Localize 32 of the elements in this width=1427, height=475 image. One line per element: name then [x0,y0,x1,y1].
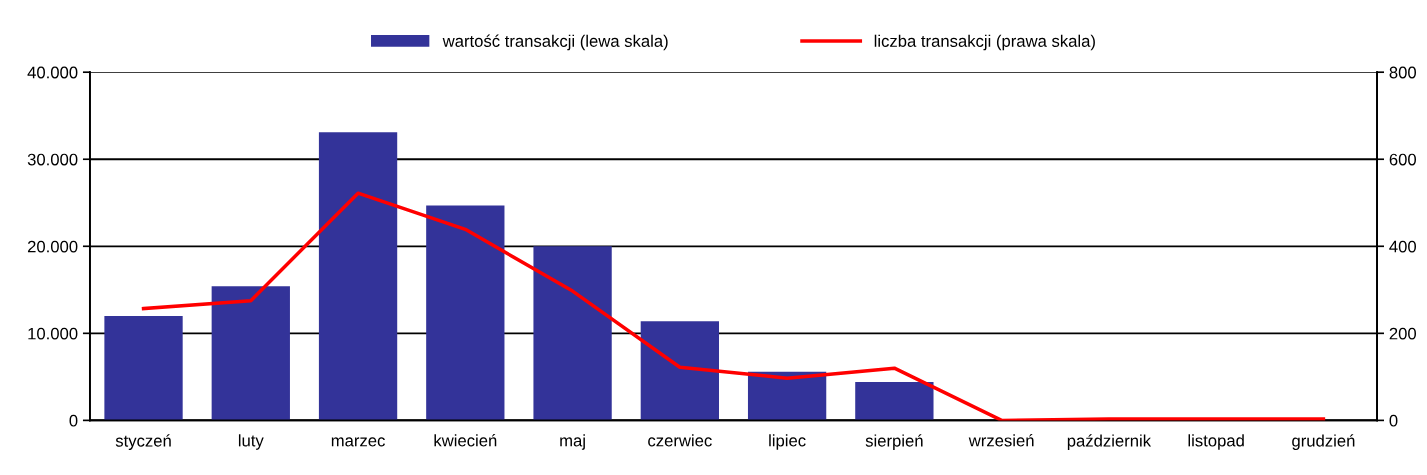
x-tick-label: kwiecień [434,434,497,447]
x-tick-label: wrzesień [968,434,1034,447]
y-tick-label: 0 [69,414,78,427]
bar [426,205,505,421]
bar [640,321,719,421]
bar [318,132,398,421]
y-tick-label: 40.000 [27,66,78,79]
y2-tick-label: 200 [1389,327,1417,340]
x-tick-label: sierpień [865,434,923,450]
y-tick-label: 20.000 [27,240,78,253]
x-tick-label: grudzień [1292,434,1355,450]
y-tick-label: 10.000 [28,327,78,340]
y-tick-label: 30.000 [27,153,78,166]
y2-tick-label: 400 [1389,240,1417,253]
legend-label: liczba transakcji (prawa skala) [874,34,1095,51]
x-tick-label: styczeń [115,434,171,450]
bar [211,286,290,421]
bar [855,382,934,421]
legend-label: wartość transakcji (lewa skala) [442,34,668,51]
y2-tick-label: 800 [1389,66,1417,79]
line-series [141,191,1326,421]
y2-tick-label: 600 [1389,153,1417,166]
x-tick-label: listopad [1188,434,1244,450]
y2-tick-label: 0 [1389,414,1398,427]
x-tick-label: lipiec [769,434,806,450]
bar [533,246,612,421]
bar [104,315,183,421]
x-tick-label: marzec [331,437,385,447]
x-tick-label: maj [560,434,585,450]
x-tick-label: czerwiec [648,434,712,447]
x-tick-label: październik [1067,434,1152,450]
x-tick-label: luty [238,434,264,450]
